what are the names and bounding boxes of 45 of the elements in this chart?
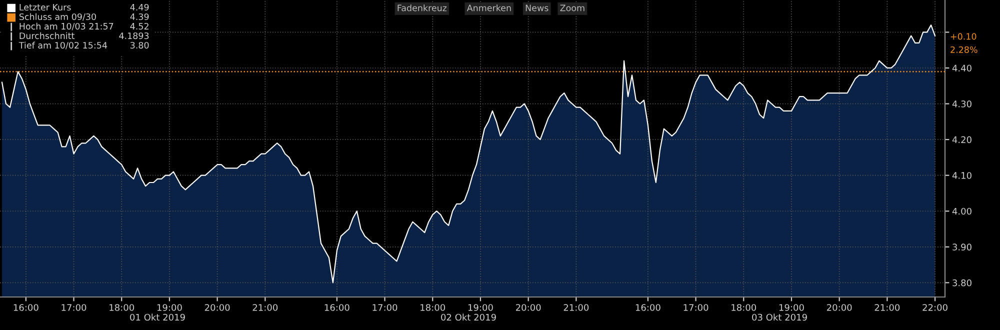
x-tick-label: 17:00: [372, 304, 398, 311]
text: 01 Okt 2019: [130, 314, 185, 321]
x-tick-label: 16:00: [324, 304, 350, 311]
annotation: 3.80: [130, 42, 149, 49]
x-tick-label: 18:00: [110, 304, 134, 311]
y-tick-label: 3.80: [952, 279, 972, 286]
x-tick-label: 21:00: [874, 304, 900, 311]
annotation: Durchschnitt: [20, 32, 74, 40]
y-tick-label: 4.40: [952, 64, 972, 72]
x-tick-label: 19:00: [779, 304, 804, 311]
legend-label: Schluss am 09/30: [19, 13, 96, 21]
x-tick-label: 18:00: [420, 304, 446, 311]
x-tick-label: 17:00: [684, 304, 708, 311]
x-tick-label: 19:00: [468, 304, 493, 311]
y-tick-label: 4.30: [952, 100, 972, 108]
annotation: Anmerken: [466, 4, 511, 12]
text: +0.10: [950, 33, 976, 40]
y-tick-label: 3.90: [952, 244, 972, 250]
x-tick-label: 20:00: [826, 304, 852, 311]
annotation: 4.49: [130, 4, 149, 11]
x-tick-label: 21:00: [564, 304, 589, 311]
text: 2.28%: [950, 46, 978, 53]
x-tick-label: 20:00: [204, 304, 230, 311]
annotation: Fadenkreuz: [398, 4, 447, 12]
text: 02 Okt 2019: [441, 314, 496, 321]
annotation: Hoch am 10/03 21:57: [20, 22, 114, 30]
x-tick-label: 22:00: [922, 304, 948, 311]
x-tick-label: 16:00: [636, 304, 660, 311]
annotation: Tief am 10/02 15:54: [18, 42, 108, 50]
annotation: Zoom: [560, 4, 584, 12]
x-tick-label: 17:00: [62, 304, 86, 311]
y-tick-label: 4.10: [952, 172, 972, 179]
x-tick-label: 19:00: [157, 304, 182, 311]
x-tick-label: 20:00: [516, 304, 541, 311]
annotation: 4.1893: [119, 32, 149, 40]
x-tick-label: 18:00: [732, 304, 756, 311]
annotation: 4.52: [130, 22, 148, 30]
y-tick-label: 4.00: [952, 208, 972, 215]
text: 03 Okt 2019: [752, 314, 807, 321]
annotation: 4.39: [130, 13, 149, 20]
x-tick-label: 16:00: [14, 304, 38, 311]
annotation: News: [526, 4, 548, 12]
x-tick-label: 21:00: [252, 304, 278, 311]
legend-label: Letzter Kurs: [20, 4, 71, 11]
y-tick-label: 4.20: [952, 136, 972, 144]
